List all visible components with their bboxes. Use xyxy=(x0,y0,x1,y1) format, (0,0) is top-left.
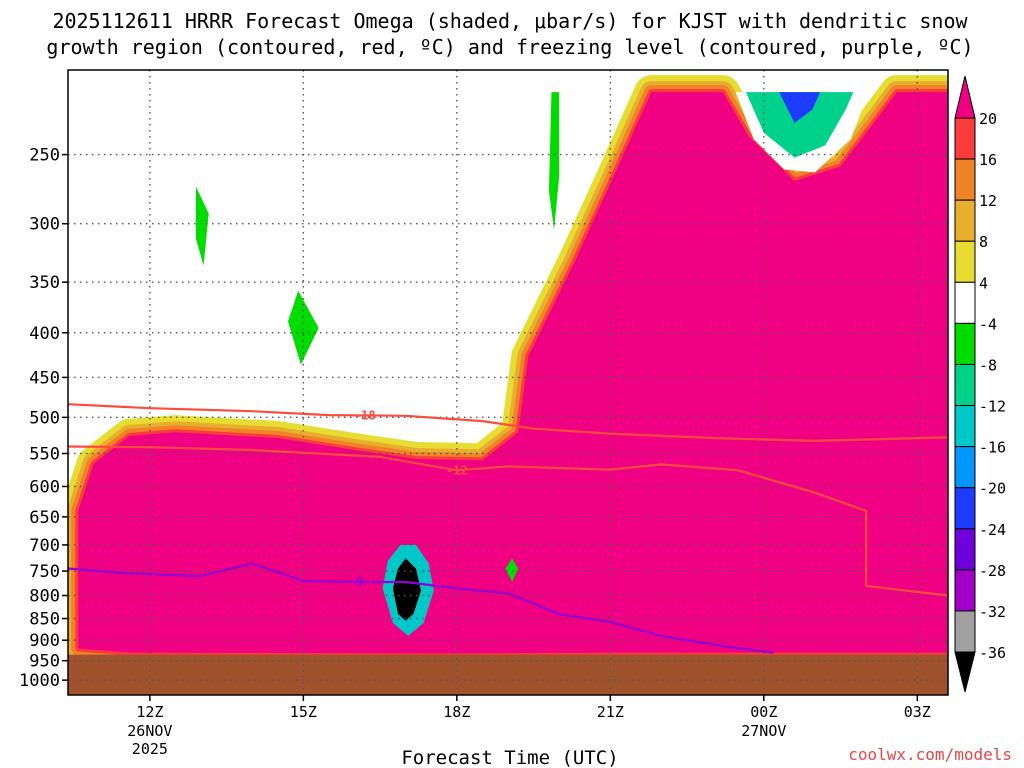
y-tick-label: 950 xyxy=(29,652,60,672)
omega-region-descent-cell-upper xyxy=(195,186,209,266)
omega-region-ascent-core xyxy=(78,92,948,654)
colorbar-box xyxy=(954,528,976,571)
y-tick-label: 450 xyxy=(29,368,60,388)
colorbar-top-arrow xyxy=(954,75,976,119)
contour-dgz-top-line xyxy=(68,403,948,443)
colorbar-box xyxy=(954,322,976,365)
colorbar-box xyxy=(954,446,976,489)
y-tick-label: 850 xyxy=(29,610,60,630)
plot-area: -18 -12 0 xyxy=(68,70,948,695)
colorbar-label: 12 xyxy=(979,192,997,210)
colorbar-label: -28 xyxy=(979,562,1006,580)
omega-region-descent-cell-small xyxy=(505,558,519,583)
x-tick-year: 2025 xyxy=(132,740,168,758)
x-axis-label: Forecast Time (UTC) xyxy=(401,747,618,768)
x-tick-label: 12Z xyxy=(136,703,163,721)
y-tick-label: 800 xyxy=(29,587,60,607)
colorbar-box xyxy=(954,199,976,242)
omega-region-descent-cell-core xyxy=(392,558,422,621)
colorbar-box xyxy=(954,363,976,407)
omega-region-descent-cell-mid xyxy=(288,290,319,365)
colorbar-box xyxy=(954,569,976,612)
colorbar-label: 20 xyxy=(979,110,997,128)
colorbar-label: -8 xyxy=(979,356,997,374)
colorbar-label: -16 xyxy=(979,439,1006,457)
contour-label: -18 xyxy=(354,408,376,422)
y-tick-label: 900 xyxy=(29,631,60,651)
colorbar-box xyxy=(954,610,976,653)
y-tick-label: 700 xyxy=(29,536,60,556)
y-tick-label: 350 xyxy=(29,273,60,293)
chart-title-line2: growth region (contoured, red, ºC) and f… xyxy=(46,35,973,59)
colorbar-bottom-arrow xyxy=(954,651,976,693)
contour-freezing-level-line xyxy=(68,562,775,654)
colorbar-label: -12 xyxy=(979,398,1006,416)
colorbar: -36 -32 -28 -24 -20 -16 -12 -8 -4 4 8 12 16 20 xyxy=(954,75,1006,693)
watermark: coolwx.com/models xyxy=(848,745,1012,764)
y-tick-label: 1000 xyxy=(19,671,60,691)
omega-region-descent-cell-strip xyxy=(548,92,560,230)
y-tick-label: 550 xyxy=(29,444,60,464)
colorbar-label: -32 xyxy=(979,603,1006,621)
omega-region-descent-core-right xyxy=(745,92,854,158)
x-tick-label: 21Z xyxy=(597,703,624,721)
colorbar-box xyxy=(954,117,976,160)
chart-title-line1: 2025112611 HRRR Forecast Omega (shaded, … xyxy=(52,9,968,33)
omega-region-descent-deep-right xyxy=(779,92,821,123)
contour-label: -12 xyxy=(446,463,468,477)
omega-region-subsidence-upper xyxy=(139,92,524,382)
colorbar-label: -36 xyxy=(979,644,1006,662)
colorbar-label: 16 xyxy=(979,151,997,169)
x-tick-date: 26NOV xyxy=(127,722,172,740)
y-tick-label: 650 xyxy=(29,508,60,528)
colorbar-label: -4 xyxy=(979,315,997,333)
y-tick-label: 500 xyxy=(29,408,60,428)
y-tick-label: 300 xyxy=(29,215,60,235)
y-tick-label: 250 xyxy=(29,146,60,166)
plot-frame xyxy=(67,69,949,696)
x-tick-date: 27NOV xyxy=(741,722,786,740)
contour-label: 0 xyxy=(356,575,363,589)
x-tick-label: 18Z xyxy=(443,703,470,721)
y-tick-label: 400 xyxy=(29,324,60,344)
colorbar-label: -20 xyxy=(979,480,1006,498)
colorbar-label: 4 xyxy=(979,274,988,292)
y-tick-label: 750 xyxy=(29,562,60,582)
y-tick-label: 600 xyxy=(29,477,60,497)
x-tick-label: 03Z xyxy=(904,703,931,721)
colorbar-box xyxy=(954,240,976,283)
colorbar-box xyxy=(954,281,976,324)
axes: 2503003504004505005506006507007508008509… xyxy=(19,69,949,758)
x-tick-label: 15Z xyxy=(290,703,317,721)
colorbar-label: -24 xyxy=(979,521,1006,539)
x-tick-label: 00Z xyxy=(750,703,777,721)
contour-dgz-bottom-line xyxy=(68,445,948,597)
colorbar-box xyxy=(954,405,976,448)
colorbar-box xyxy=(954,487,976,530)
colorbar-label: 8 xyxy=(979,233,988,251)
colorbar-box xyxy=(954,158,976,201)
